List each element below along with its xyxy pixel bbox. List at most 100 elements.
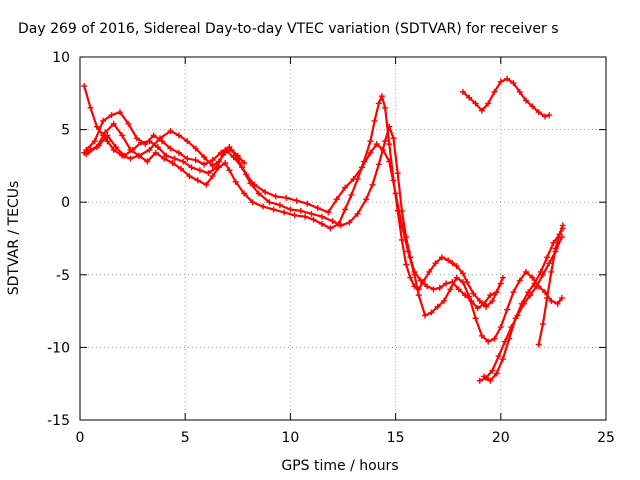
data-point xyxy=(167,128,174,135)
data-point xyxy=(255,190,262,197)
series-6 xyxy=(476,234,565,384)
data-point xyxy=(297,207,304,214)
data-point xyxy=(533,283,540,290)
data-point xyxy=(504,75,511,82)
data-point xyxy=(281,209,288,216)
data-point xyxy=(318,213,325,220)
data-point xyxy=(186,173,193,180)
data-point xyxy=(293,197,300,204)
data-point xyxy=(209,157,216,164)
data-point xyxy=(119,132,126,139)
data-point xyxy=(196,167,203,174)
data-point xyxy=(476,377,483,384)
data-point xyxy=(171,155,178,162)
series-3 xyxy=(83,120,248,169)
data-point xyxy=(329,218,336,225)
data-point xyxy=(394,170,401,177)
series-0 xyxy=(81,83,504,310)
data-point xyxy=(260,203,267,210)
data-point xyxy=(548,297,555,304)
data-point xyxy=(485,100,492,107)
data-point xyxy=(510,80,517,87)
data-point xyxy=(508,324,515,331)
data-point xyxy=(529,103,536,110)
data-point xyxy=(354,210,361,217)
data-point xyxy=(127,146,134,153)
data-point xyxy=(485,338,492,345)
x-tick-label: 5 xyxy=(181,430,190,446)
data-point xyxy=(424,283,431,290)
data-point xyxy=(308,210,315,217)
data-point xyxy=(241,159,248,166)
data-point xyxy=(373,141,380,148)
data-point xyxy=(478,107,485,114)
data-point xyxy=(87,104,94,111)
data-point xyxy=(390,135,397,142)
data-point xyxy=(535,341,542,348)
data-point xyxy=(432,260,439,267)
data-point xyxy=(459,279,466,286)
data-point xyxy=(262,189,269,196)
data-point xyxy=(520,300,527,307)
data-point xyxy=(440,297,447,304)
data-point xyxy=(228,146,235,153)
data-point xyxy=(502,338,509,345)
series-2 xyxy=(83,109,565,345)
data-point xyxy=(378,93,385,100)
data-point xyxy=(559,222,566,229)
data-point xyxy=(287,206,294,213)
data-point xyxy=(398,236,405,243)
data-point xyxy=(167,145,174,152)
data-point xyxy=(470,290,477,297)
data-point xyxy=(558,295,565,302)
data-point xyxy=(426,268,433,275)
data-point xyxy=(483,374,490,381)
grid xyxy=(80,57,606,420)
data-point xyxy=(337,222,344,229)
y-tick-label: 10 xyxy=(52,50,70,66)
data-point xyxy=(495,353,502,360)
data-point xyxy=(116,109,123,116)
data-point xyxy=(422,312,429,319)
data-point xyxy=(453,274,460,281)
data-point xyxy=(314,205,321,212)
data-point xyxy=(192,145,199,152)
data-point xyxy=(459,270,466,277)
data-point xyxy=(302,213,309,220)
data-point xyxy=(184,155,191,162)
data-point xyxy=(144,158,151,165)
data-point xyxy=(358,164,365,171)
data-point xyxy=(459,88,466,95)
ticks: 0 5 10 15 20 25 -15 -10 -5 0 5 10 xyxy=(47,50,615,446)
data-point xyxy=(93,123,100,130)
data-point xyxy=(222,149,229,156)
data-point xyxy=(342,206,349,213)
series-1 xyxy=(81,123,506,312)
data-point xyxy=(333,196,340,203)
data-point xyxy=(504,306,511,313)
data-point xyxy=(407,274,414,281)
data-point xyxy=(527,292,534,299)
data-point xyxy=(266,199,273,206)
data-point xyxy=(449,260,456,267)
series-4 xyxy=(459,75,553,120)
data-point xyxy=(529,274,536,281)
data-point xyxy=(100,117,107,124)
data-point xyxy=(192,157,199,164)
data-point xyxy=(379,146,386,153)
data-point xyxy=(548,268,555,275)
data-point xyxy=(188,164,195,171)
series-trace xyxy=(83,125,504,310)
data-point xyxy=(226,167,233,174)
data-point xyxy=(523,97,530,104)
data-point xyxy=(209,162,216,169)
data-point xyxy=(415,292,422,299)
data-point xyxy=(209,173,216,180)
plot-frame xyxy=(79,56,607,421)
data-point xyxy=(201,154,208,161)
data-point xyxy=(201,161,208,168)
data-point xyxy=(367,149,374,156)
x-axis-label: GPS time / hours xyxy=(281,458,398,474)
data-point xyxy=(249,199,256,206)
